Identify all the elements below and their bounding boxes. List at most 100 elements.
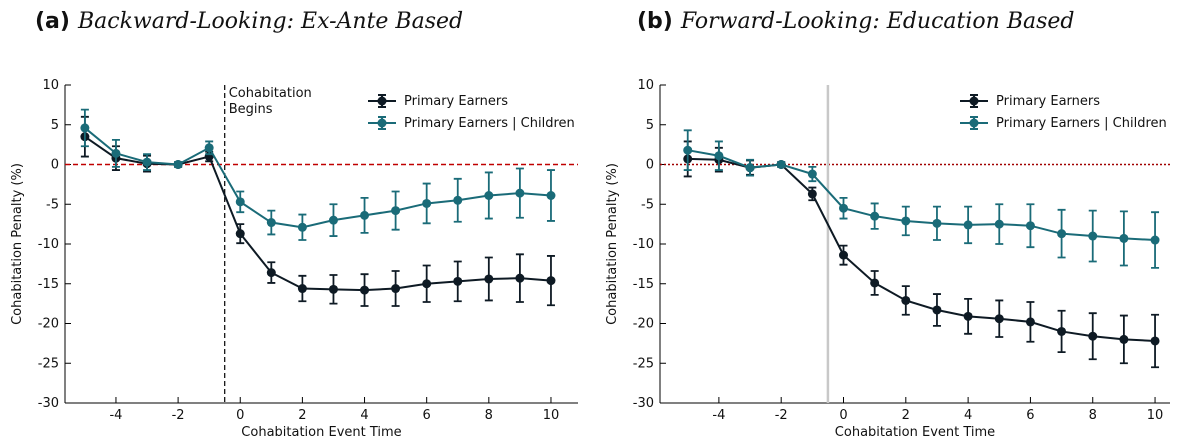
marker <box>515 273 525 283</box>
marker <box>1150 235 1160 245</box>
marker <box>546 191 556 201</box>
x-tick-label: 8 <box>1089 408 1097 423</box>
x-tick-label: 4 <box>964 408 972 423</box>
marker <box>1088 231 1098 241</box>
x-axis-label: Cohabitation Event Time <box>835 425 995 440</box>
marker <box>328 215 338 225</box>
marker <box>142 157 152 167</box>
x-tick-label: 8 <box>485 408 493 423</box>
marker <box>839 250 849 260</box>
y-tick-label: -20 <box>38 317 59 332</box>
x-tick-label: 6 <box>423 408 431 423</box>
marker <box>484 191 494 201</box>
legend-marker <box>377 96 387 106</box>
marker <box>1025 221 1035 231</box>
x-tick-label: 6 <box>1026 408 1034 423</box>
x-axis-label: Cohabitation Event Time <box>241 425 401 440</box>
annotation: Begins <box>229 102 273 117</box>
marker <box>235 197 245 207</box>
marker <box>901 216 911 226</box>
x-tick-label: 10 <box>543 408 560 423</box>
marker <box>870 278 880 288</box>
y-tick-label: -10 <box>38 237 59 252</box>
marker <box>1025 317 1035 327</box>
marker <box>901 295 911 305</box>
series-line <box>84 127 552 229</box>
y-tick-label: 10 <box>637 78 654 93</box>
y-tick-label: -30 <box>38 396 59 411</box>
y-axis-label: Cohabitation Penalty (%) <box>10 163 25 325</box>
marker <box>1057 229 1067 239</box>
marker <box>839 203 849 213</box>
y-tick-label: -15 <box>38 277 59 292</box>
x-tick-label: -4 <box>712 408 725 423</box>
marker <box>1150 336 1160 346</box>
x-tick-label: 10 <box>1147 408 1164 423</box>
marker <box>360 285 370 295</box>
marker <box>235 229 245 239</box>
y-tick-label: -25 <box>38 356 59 371</box>
x-tick-label: 2 <box>298 408 306 423</box>
marker <box>484 274 494 284</box>
annotation: Cohabitation <box>229 86 312 101</box>
y-tick-label: 5 <box>51 118 59 133</box>
series-line <box>84 135 552 292</box>
x-tick-label: -2 <box>172 408 185 423</box>
legend-marker <box>969 96 979 106</box>
marker <box>266 218 276 228</box>
marker <box>807 189 817 199</box>
y-tick-label: -5 <box>46 197 59 212</box>
legend-label: Primary Earners | Children <box>996 116 1167 131</box>
marker <box>546 276 556 286</box>
marker <box>994 219 1004 229</box>
title-text: Backward-Looking: Ex-Ante Based <box>77 9 463 34</box>
title-text: Forward-Looking: Education Based <box>680 9 1075 34</box>
legend-label: Primary Earners | Children <box>404 116 575 131</box>
y-tick-label: -15 <box>633 277 654 292</box>
y-tick-label: 0 <box>51 158 59 173</box>
title-label: (b) <box>637 9 673 34</box>
marker <box>422 279 432 289</box>
marker <box>994 314 1004 324</box>
chart-title: (b) Forward-Looking: Education Based <box>637 9 1075 34</box>
marker <box>1088 331 1098 341</box>
y-tick-label: -10 <box>633 237 654 252</box>
title-label: (a) <box>35 9 70 34</box>
y-tick-label: 0 <box>646 158 654 173</box>
marker <box>360 210 370 220</box>
marker <box>807 169 817 179</box>
marker <box>963 220 973 230</box>
y-axis-label: Cohabitation Penalty (%) <box>605 163 620 325</box>
x-tick-label: -4 <box>109 408 122 423</box>
marker <box>453 195 463 205</box>
legend-marker <box>377 118 387 128</box>
legend-marker <box>969 118 979 128</box>
y-tick-label: -25 <box>633 356 654 371</box>
marker <box>963 311 973 321</box>
marker <box>1119 233 1129 243</box>
marker <box>328 284 338 294</box>
marker <box>1119 334 1129 344</box>
y-tick-label: 10 <box>42 78 59 93</box>
marker <box>422 198 432 208</box>
marker <box>453 276 463 286</box>
marker <box>714 151 724 161</box>
series-line <box>687 149 1156 242</box>
marker <box>266 268 276 278</box>
marker <box>204 143 214 153</box>
marker <box>745 163 755 173</box>
marker <box>173 160 183 169</box>
marker <box>80 123 90 133</box>
marker <box>515 188 525 198</box>
marker <box>776 160 786 169</box>
marker <box>111 148 121 158</box>
y-tick-label: -5 <box>641 197 654 212</box>
marker <box>870 211 880 221</box>
x-tick-label: 4 <box>360 408 368 423</box>
marker <box>932 305 942 315</box>
y-tick-label: -30 <box>633 396 654 411</box>
y-tick-label: -20 <box>633 317 654 332</box>
x-tick-label: 2 <box>902 408 910 423</box>
marker <box>683 145 693 155</box>
